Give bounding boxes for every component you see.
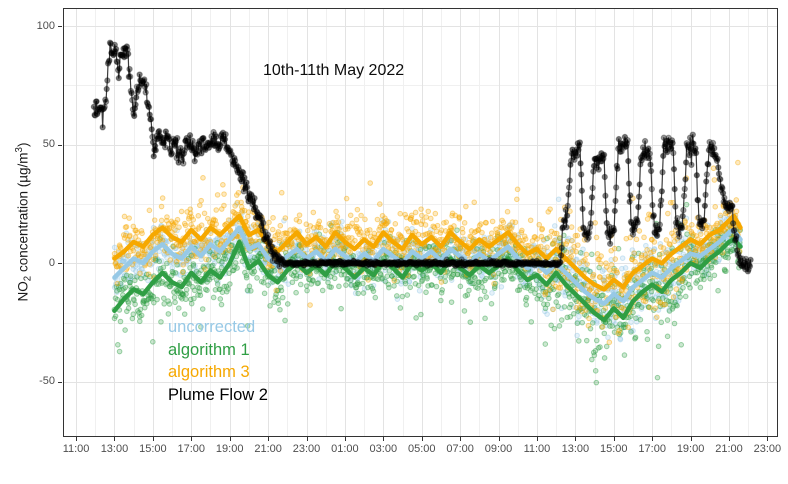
x-tick-label: 09:00 (484, 443, 513, 455)
x-tick-label: 13:00 (561, 443, 590, 455)
x-tick-label: 23:00 (292, 443, 321, 455)
y-tick-label: 0 (48, 256, 55, 269)
x-tick-label: 07:00 (446, 443, 474, 455)
x-tick-label: 01:00 (331, 443, 359, 455)
x-tick-label: 21:00 (254, 443, 282, 455)
y-title-subscript: 2 (22, 275, 34, 282)
y-axis-title: NO2 concentration (µg/m3) (14, 52, 34, 392)
x-tick-label: 11:00 (62, 443, 90, 455)
legend: uncorrected algorithm 1 algorithm 3 Plum… (168, 316, 268, 406)
y-title-superscript: 3 (14, 147, 25, 153)
x-tick-label: 19:00 (215, 443, 244, 455)
x-tick-label: 17:00 (638, 443, 666, 455)
x-tick-label: 19:00 (676, 443, 705, 455)
legend-item-uncorrected: uncorrected (168, 318, 256, 336)
y-title-part: NO (15, 281, 31, 302)
x-tick-label: 17:00 (177, 443, 206, 455)
x-tick-label: 23:00 (753, 443, 782, 455)
legend-item-algorithm-3: algorithm 3 (168, 363, 250, 381)
x-tick-label: 05:00 (407, 443, 436, 455)
legend-item-algorithm-1: algorithm 1 (168, 340, 250, 359)
annotation-date: 10th-11th May 2022 (263, 62, 405, 79)
y-tick-label: 50 (42, 138, 55, 151)
x-tick-label: 03:00 (369, 443, 398, 455)
x-tick-label: 15:00 (600, 443, 628, 455)
y-tick-label: -50 (39, 375, 55, 388)
y-tick-label: 100 (36, 19, 55, 32)
x-tick-label: 15:00 (139, 443, 167, 455)
x-tick-label: 11:00 (523, 443, 551, 455)
legend-item-plume-flow-2: Plume Flow 2 (168, 385, 268, 404)
x-tick-label: 21:00 (715, 443, 743, 455)
x-tick-label: 13:00 (100, 443, 129, 455)
